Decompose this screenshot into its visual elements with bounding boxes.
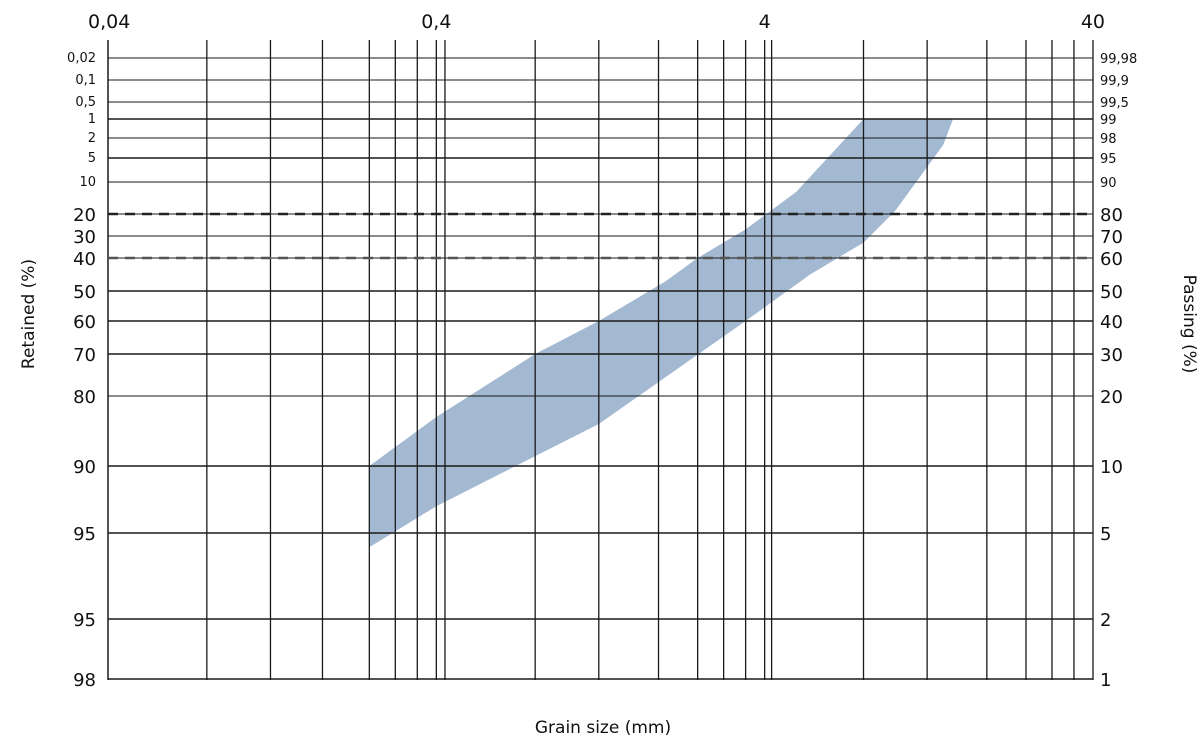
left-tick-label: 0,5: [75, 95, 96, 110]
x-tick-label: 0,04: [88, 11, 130, 33]
grading-band-layer: [369, 119, 954, 548]
left-tick-label: 50: [73, 282, 96, 303]
right-tick-label: 40: [1100, 312, 1123, 333]
left-tick-label: 95: [73, 524, 96, 545]
right-tick-label: 5: [1100, 524, 1111, 545]
right-tick-label: 1: [1100, 670, 1111, 691]
x-axis-label: Grain size (mm): [535, 718, 671, 738]
right-tick-label: 70: [1100, 227, 1123, 248]
left-tick-label: 70: [73, 345, 96, 366]
tick-labels: 0,04 0,4 4 4099,9899,999,599989590807060504…: [67, 11, 1137, 691]
left-tick-label: 5: [88, 151, 96, 166]
x-tick-label: 4: [759, 11, 771, 33]
left-tick-label: 0,1: [75, 73, 96, 88]
left-tick-label: 90: [73, 457, 96, 478]
x-tick-label: 0,4: [421, 11, 451, 33]
right-tick-label: 80: [1100, 205, 1123, 226]
right-tick-label: 60: [1100, 249, 1123, 270]
left-tick-label: 20: [73, 205, 96, 226]
gridlines: [107, 40, 1094, 680]
left-tick-label: 0,02: [67, 51, 96, 66]
left-tick-label: 80: [73, 387, 96, 408]
left-tick-label: 1: [88, 112, 96, 127]
y-axis-label-right: Passing (%): [1179, 275, 1199, 374]
right-tick-label: 99,98: [1100, 52, 1137, 67]
left-tick-label: 60: [73, 312, 96, 333]
right-tick-label: 50: [1100, 282, 1123, 303]
dashed-reference-lines: [108, 212, 1093, 260]
left-tick-label: 2: [88, 131, 96, 146]
right-tick-label: 95: [1100, 152, 1117, 167]
left-tick-label: 10: [79, 175, 96, 190]
left-tick-label: 95: [73, 610, 96, 631]
right-tick-label: 98: [1100, 132, 1117, 147]
right-tick-label: 99: [1100, 113, 1117, 128]
left-tick-label: 98: [73, 670, 96, 691]
grading-envelope-band: [369, 119, 954, 548]
right-tick-label: 90: [1100, 176, 1117, 191]
right-tick-label: 30: [1100, 345, 1123, 366]
right-tick-label: 99,5: [1100, 96, 1129, 111]
right-tick-label: 10: [1100, 457, 1123, 478]
y-axis-label-left: Retained (%): [19, 259, 39, 369]
left-tick-label: 40: [73, 249, 96, 270]
left-tick-label: 30: [73, 227, 96, 248]
x-tick-label: 40: [1081, 11, 1105, 33]
right-tick-label: 20: [1100, 387, 1123, 408]
right-tick-label: 2: [1100, 610, 1111, 631]
right-tick-label: 99,9: [1100, 74, 1129, 89]
